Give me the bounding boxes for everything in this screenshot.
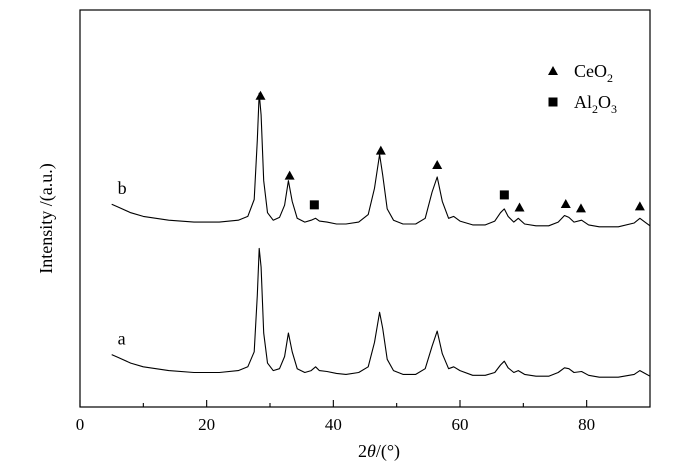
x-tick-label: 60	[452, 415, 469, 434]
plot-frame	[79, 9, 651, 408]
legend-label: Al2O3	[574, 92, 617, 116]
series-a-line	[111, 247, 651, 378]
x-tick-label: 0	[76, 415, 85, 434]
series-b-label: b	[118, 178, 127, 198]
ceo2-marker	[284, 170, 295, 180]
ceo2-marker	[634, 201, 645, 211]
x-axis-title: 2θ/(°)	[358, 441, 400, 462]
peak-markers	[255, 66, 645, 213]
x-tick-label: 20	[198, 415, 215, 434]
ceo2-marker	[375, 145, 386, 155]
series-a-label: a	[118, 329, 126, 349]
legend-square-icon	[548, 97, 558, 107]
ceo2-marker	[255, 90, 266, 100]
ceo2-marker	[560, 199, 571, 209]
legend-triangle-icon	[548, 66, 558, 75]
legend: CeO2 Al2O3	[574, 61, 617, 116]
axes: 0 20 40 60 80	[76, 9, 651, 434]
y-axis-title: Intensity /(a.u.)	[36, 163, 57, 273]
traces	[111, 92, 651, 378]
x-tick-label: 80	[578, 415, 595, 434]
x-tick-label: 40	[325, 415, 342, 434]
ceo2-marker	[575, 203, 586, 213]
al2o3-marker	[309, 200, 319, 210]
legend-label: CeO2	[574, 61, 613, 85]
ceo2-marker	[514, 202, 525, 212]
al2o3-marker	[499, 190, 509, 200]
ceo2-marker	[432, 159, 443, 169]
labels: 2θ/(°) Intensity /(a.u.) a b	[36, 163, 400, 462]
